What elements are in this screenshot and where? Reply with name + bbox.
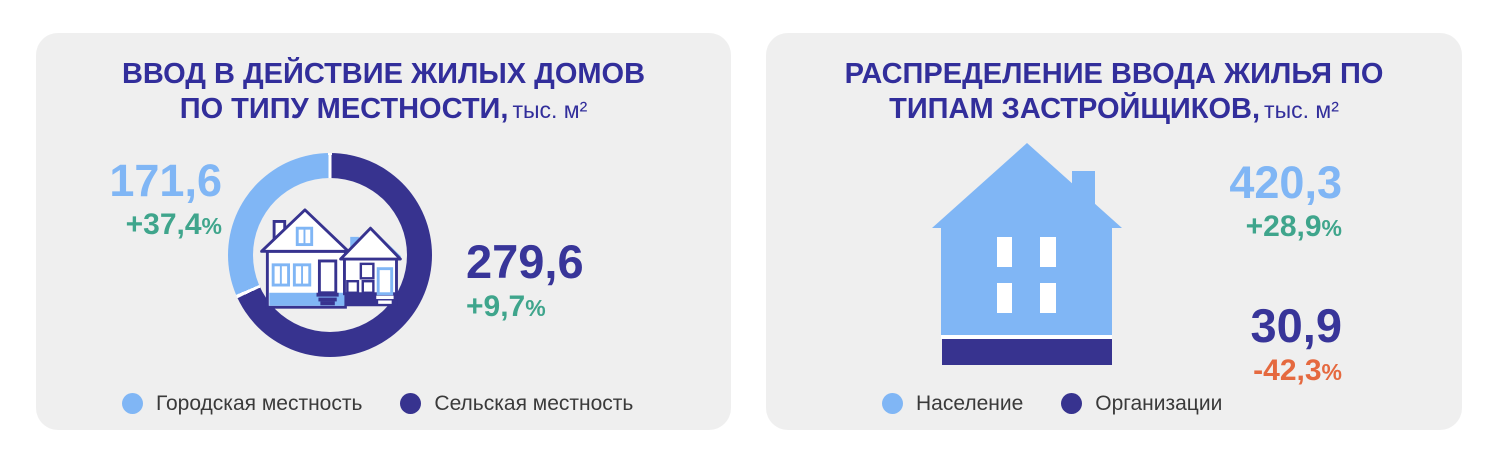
title-line-2-text: ПО ТИПУ МЕСТНОСТИ,	[179, 93, 509, 125]
house-body	[932, 143, 1122, 335]
card-developer-types: РАСПРЕДЕЛЕНИЕ ВВОДА ЖИЛЬЯ ПО ТИПАМ ЗАСТР…	[766, 33, 1462, 430]
legend-item-population: Население	[882, 393, 1023, 414]
legend-developers: Население Организации	[882, 393, 1222, 414]
population-value: 420,3	[1229, 157, 1342, 208]
urban-value-block: 171,6 +37,4%	[72, 155, 222, 244]
window	[361, 279, 375, 294]
population-value-block: 420,3 +28,9%	[1229, 157, 1342, 246]
houses-icon	[260, 208, 402, 309]
urban-value: 171,6	[109, 155, 222, 206]
door	[376, 267, 394, 296]
windows	[997, 237, 1056, 313]
urban-change: +37,4%	[72, 206, 222, 244]
organizations-change: -42,3%	[1229, 352, 1342, 390]
percent-sign: %	[1321, 214, 1342, 241]
developer-values-column: 420,3 +28,9% 30,9 -42,3%	[1229, 157, 1342, 390]
legend-label-urban: Городская местность	[156, 392, 363, 415]
walls	[941, 228, 1112, 335]
urban-change-value: +37,4	[125, 207, 202, 241]
legend-dot-population	[882, 393, 903, 414]
title-line-1: ВВОД В ДЕЙСТВИЕ ЖИЛЫХ ДОМОВ	[121, 58, 646, 90]
big-house	[260, 208, 350, 309]
window	[1040, 237, 1056, 267]
rural-change: +9,7%	[466, 288, 584, 326]
legend-item-organizations: Организации	[1061, 393, 1222, 414]
window	[1040, 283, 1056, 313]
organizations-value: 30,9	[1250, 299, 1342, 353]
base-gap	[941, 335, 1112, 339]
title-line-2: ТИПАМ ЗАСТРОЙЩИКОВ, тыс. м²	[766, 92, 1462, 128]
rural-change-value: +9,7	[466, 289, 526, 323]
roof	[932, 143, 1122, 228]
legend-label-rural: Сельская местность	[434, 392, 634, 415]
card-title: РАСПРЕДЕЛЕНИЕ ВВОДА ЖИЛЬЯ ПО ТИПАМ ЗАСТР…	[766, 57, 1462, 128]
legend-item-rural: Сельская местность	[400, 393, 633, 414]
rural-value: 279,6	[466, 235, 584, 288]
base-strip	[344, 293, 398, 307]
organizations-change-value: -42,3	[1253, 353, 1322, 387]
rural-value-block: 279,6 +9,7%	[466, 235, 584, 326]
title-line-2-text: ТИПАМ ЗАСТРОЙЩИКОВ,	[889, 93, 1261, 125]
steps	[316, 292, 339, 306]
percent-sign: %	[525, 294, 546, 321]
percent-sign: %	[201, 212, 222, 239]
percent-sign: %	[1321, 358, 1342, 385]
roof	[339, 226, 402, 261]
window	[997, 283, 1012, 313]
legend-label-organizations: Организации	[1095, 392, 1223, 415]
door	[317, 259, 338, 295]
organizations-value-block: 30,9 -42,3%	[1229, 299, 1342, 390]
legend-label-population: Население	[916, 392, 1024, 415]
population-change-value: +28,9	[1245, 209, 1322, 243]
title-line-1: РАСПРЕДЕЛЕНИЕ ВВОДА ЖИЛЬЯ ПО	[844, 58, 1384, 90]
donut-chart	[228, 153, 432, 357]
legend-dot-organizations	[1061, 393, 1083, 414]
window	[359, 262, 375, 280]
house-icon	[932, 143, 1122, 365]
window	[346, 279, 360, 294]
legend-item-urban: Городская местность	[122, 393, 362, 414]
legend-locality: Городская местность Сельская местность	[122, 393, 633, 414]
legend-dot-rural	[400, 393, 422, 414]
small-house	[339, 226, 402, 307]
population-change: +28,9%	[1229, 208, 1342, 246]
card-dwellings-by-locality: ВВОД В ДЕЙСТВИЕ ЖИЛЫХ ДОМОВ ПО ТИПУ МЕСТ…	[36, 33, 731, 430]
title-unit: тыс. м²	[512, 97, 588, 123]
base-strip	[942, 339, 1112, 365]
title-line-2: ПО ТИПУ МЕСТНОСТИ, тыс. м²	[36, 92, 731, 128]
title-unit: тыс. м²	[1264, 97, 1339, 123]
legend-dot-urban	[122, 393, 143, 414]
card-title: ВВОД В ДЕЙСТВИЕ ЖИЛЫХ ДОМОВ ПО ТИПУ МЕСТ…	[36, 57, 731, 128]
window	[997, 237, 1012, 267]
steps	[376, 295, 394, 304]
